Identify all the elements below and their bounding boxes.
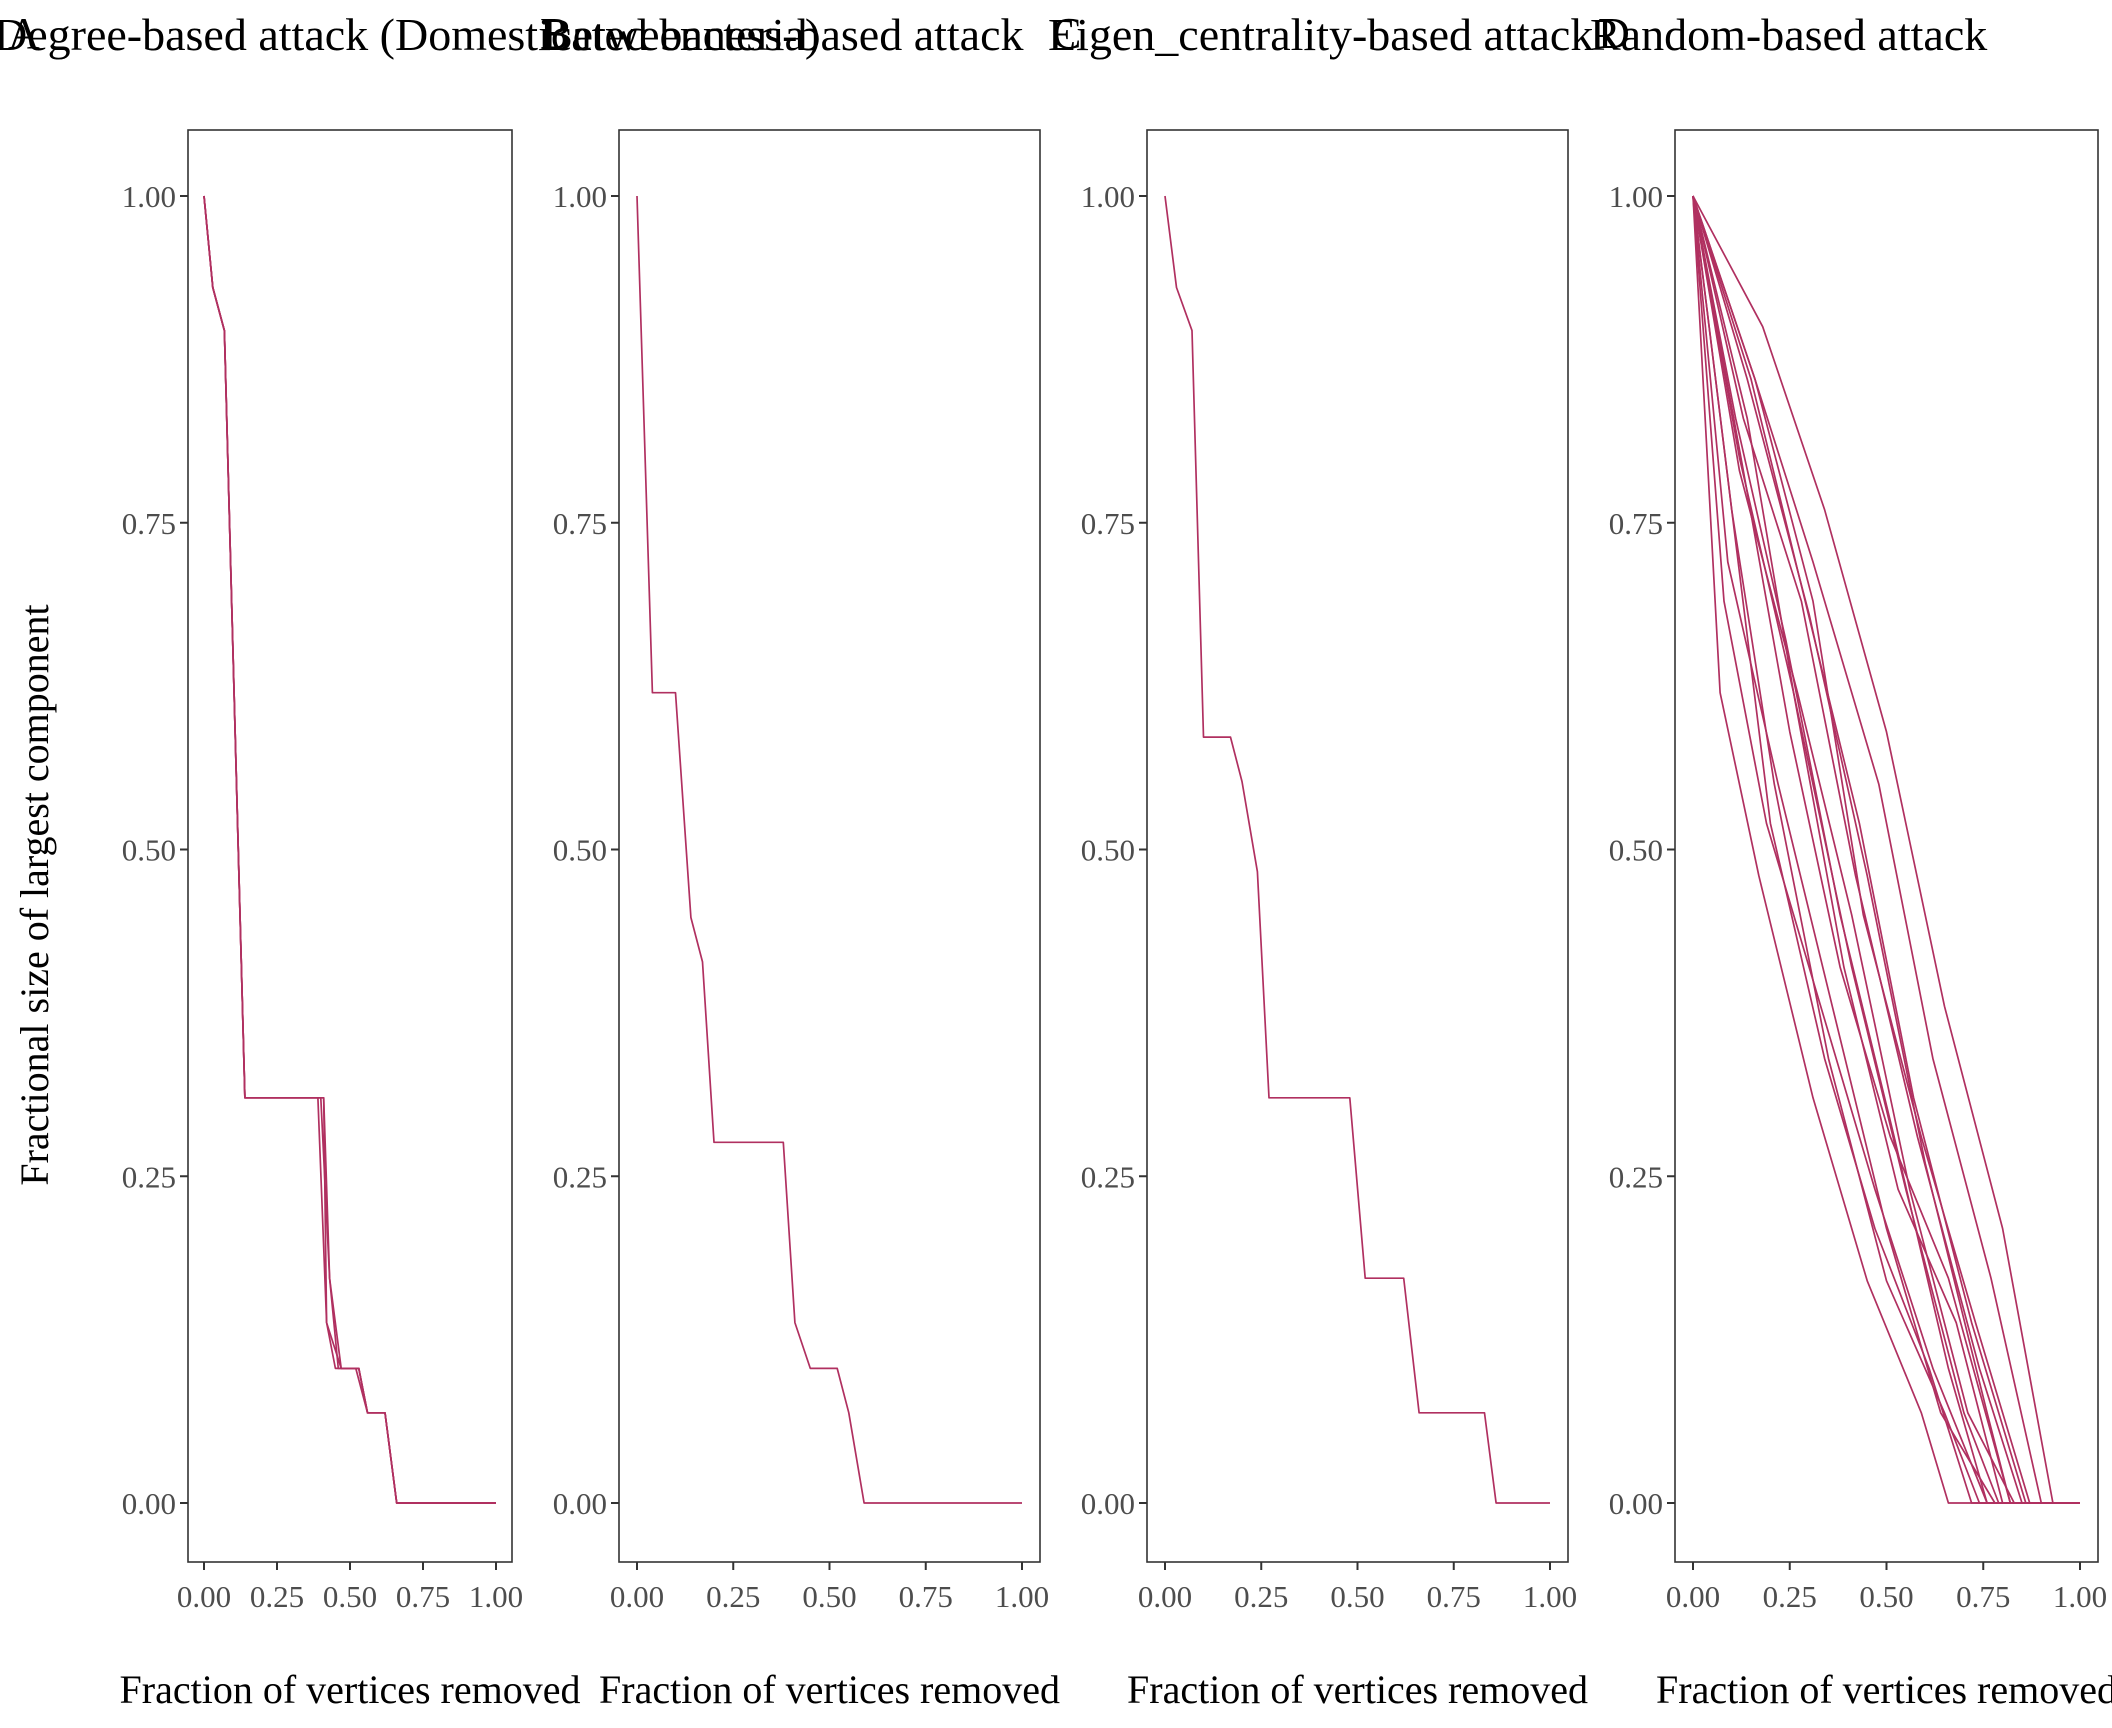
x-tick-label: 0.00 [1666,1579,1720,1614]
y-axis-title: Fractional size of largest component [12,604,57,1185]
x-axis-title: Fraction of vertices removed [1656,1667,2112,1712]
x-tick-label: 0.75 [1427,1579,1481,1614]
panel-tag: A [8,9,40,58]
series-line-16 [1692,195,2080,1504]
x-tick-label: 0.25 [706,1579,760,1614]
y-tick-label: 1.00 [122,179,176,214]
y-tick-label: 0.25 [1609,1159,1663,1194]
x-tick-label: 0.00 [610,1579,664,1614]
series-line-9 [1692,195,2080,1504]
y-tick-label: 0.25 [122,1159,176,1194]
series-line-4 [1692,195,2080,1504]
series-line-1 [1164,195,1550,1504]
y-tick-label: 0.25 [553,1159,607,1194]
y-tick-label: 0.75 [1609,506,1663,541]
y-tick-label: 0.00 [1609,1486,1663,1521]
x-tick-label: 0.25 [1763,1579,1817,1614]
x-tick-label: 0.75 [396,1579,450,1614]
x-tick-label: 1.00 [1523,1579,1577,1614]
x-tick-label: 0.25 [1234,1579,1288,1614]
x-tick-label: 0.00 [1138,1579,1192,1614]
y-tick-label: 0.50 [553,833,607,868]
series-line-4 [203,195,496,1504]
y-tick-label: 0.00 [1081,1486,1135,1521]
y-tick-label: 0.75 [122,506,176,541]
chart-panel-a: Degree-based attack (Domesticated bacter… [0,9,820,1712]
y-tick-label: 0.00 [553,1486,607,1521]
x-tick-label: 1.00 [2053,1579,2107,1614]
panel-title: Random-based attack [1590,9,1987,60]
y-tick-label: 0.50 [1609,833,1663,868]
y-tick-label: 0.50 [122,833,176,868]
series-line-6 [1692,195,2080,1504]
y-tick-label: 0.75 [553,506,607,541]
x-tick-label: 0.50 [1859,1579,1913,1614]
x-tick-label: 0.50 [1330,1579,1384,1614]
y-tick-label: 0.25 [1081,1159,1135,1194]
series-line-7 [1692,195,2080,1504]
x-axis-title: Fraction of vertices removed [120,1667,581,1712]
series-line-13 [1692,195,2080,1504]
y-tick-label: 1.00 [1609,179,1663,214]
x-tick-label: 1.00 [995,1579,1049,1614]
panel-tag: C [1052,9,1081,58]
x-tick-label: 0.75 [1956,1579,2010,1614]
panel-title: Eigen_centrality-based attack [1048,9,1593,60]
series-line-14 [1692,195,2080,1504]
series-line-1 [636,195,1022,1504]
panel-tag: D [1598,9,1630,58]
x-tick-label: 1.00 [469,1579,523,1614]
x-tick-label: 0.25 [250,1579,304,1614]
series-line-11 [1692,195,2080,1504]
y-tick-label: 0.00 [122,1486,176,1521]
y-tick-label: 0.50 [1081,833,1135,868]
panel-title: Betweenness-based attack [542,9,1024,60]
y-tick-label: 1.00 [553,179,607,214]
panel-title: Degree-based attack (Domesticated bacter… [0,9,820,60]
x-tick-label: 0.75 [899,1579,953,1614]
panel-tag: B [540,9,569,58]
x-tick-label: 0.50 [802,1579,856,1614]
y-tick-label: 1.00 [1081,179,1135,214]
x-tick-label: 0.50 [323,1579,377,1614]
y-tick-label: 0.75 [1081,506,1135,541]
x-axis-title: Fraction of vertices removed [1127,1667,1588,1712]
series-line-15 [1692,195,2080,1504]
x-tick-label: 0.00 [177,1579,231,1614]
panels: Degree-based attack (Domesticated bacter… [0,9,2112,1712]
series-line-12 [1692,195,2080,1504]
x-axis-title: Fraction of vertices removed [599,1667,1060,1712]
